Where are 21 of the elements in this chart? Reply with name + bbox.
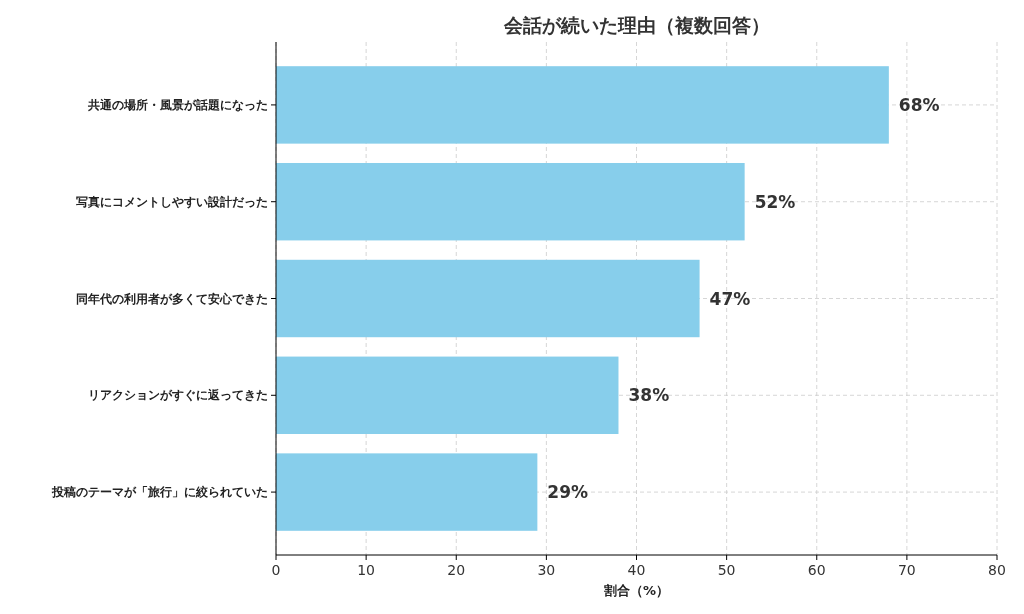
y-tick-label: リアクションがすぐに返ってきた xyxy=(88,388,268,403)
y-tick-label: 写真にコメントしやすい設計だった xyxy=(76,194,268,209)
x-tick-label: 50 xyxy=(717,562,736,578)
x-tick-label: 40 xyxy=(627,562,646,578)
x-tick-label: 10 xyxy=(357,562,376,578)
data-label: 47% xyxy=(709,288,751,309)
y-tick-label: 同年代の利用者が多くて安心できた xyxy=(76,291,268,306)
x-tick-label: 20 xyxy=(447,562,466,578)
y-tick-label: 投稿のテーマが「旅行」に絞られていた xyxy=(51,485,268,500)
y-tick-label: 共通の場所・風景が話題になった xyxy=(87,97,268,112)
data-label: 68% xyxy=(898,94,940,115)
x-tick-label: 30 xyxy=(537,562,556,578)
data-label: 52% xyxy=(754,191,796,212)
data-label: 38% xyxy=(628,385,670,406)
x-tick-label: 60 xyxy=(807,562,826,578)
x-tick-label: 80 xyxy=(988,562,1006,578)
data-label: 29% xyxy=(547,482,589,503)
x-tick-label: 0 xyxy=(271,562,281,578)
x-tick-label: 70 xyxy=(897,562,916,578)
x-axis-title: 割合（%） xyxy=(602,583,670,598)
chart-title: 会話が続いた理由（複数回答） xyxy=(502,14,770,36)
